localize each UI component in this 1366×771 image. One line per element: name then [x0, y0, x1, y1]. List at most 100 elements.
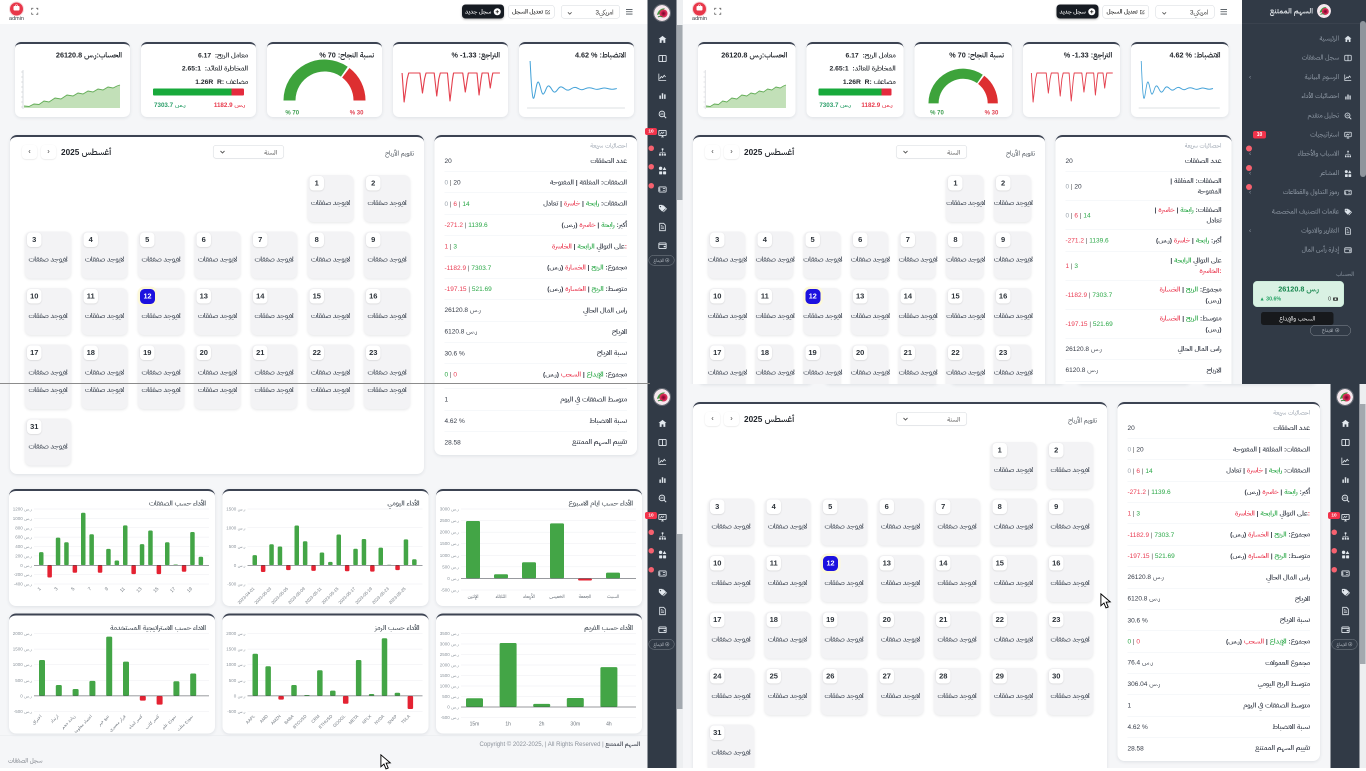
svg-text:2000 ر.س: 2000 ر.س [226, 631, 245, 636]
svg-text:زيادة حجم: زيادة حجم [60, 714, 76, 730]
svg-text:BABA: BABA [283, 714, 295, 726]
svg-text:800 ر.س: 800 ر.س [15, 525, 32, 530]
svg-text:$: $ [658, 187, 661, 192]
svg-text:-200 ر.س: -200 ر.س [14, 572, 32, 577]
svg-text:TSLA: TSLA [400, 714, 411, 725]
svg-text:3000 ر.س: 3000 ر.س [440, 642, 459, 647]
svg-text:11: 11 [119, 586, 127, 594]
svg-text:500 ر.س: 500 ر.س [229, 678, 246, 683]
svg-text:كسر كاذب: كسر كاذب [144, 714, 161, 731]
svg-text:0 ر.س: 0 ر.س [234, 563, 246, 568]
svg-text:13: 13 [135, 586, 143, 594]
svg-text:0 ر.س: 0 ر.س [447, 705, 459, 710]
svg-text:19: 19 [186, 586, 194, 594]
svg-text:1000 ر.س: 1000 ر.س [13, 516, 32, 521]
svg-text:ETHUSD: ETHUSD [318, 714, 334, 730]
svg-text:2500 ر.س: 2500 ر.س [440, 518, 459, 523]
svg-text:$: $ [1344, 191, 1346, 195]
svg-text:1: 1 [37, 586, 43, 592]
svg-text:500 ر.س: 500 ر.س [442, 564, 459, 569]
svg-text:1500 ر.س: 1500 ر.س [440, 541, 459, 546]
svg-text:5: 5 [70, 586, 76, 592]
svg-text:ارتداد: ارتداد [49, 714, 59, 724]
svg-text:$: $ [658, 571, 661, 576]
svg-text:2000 ر.س: 2000 ر.س [13, 631, 32, 636]
svg-text:1000 ر.س: 1000 ر.س [440, 553, 459, 558]
svg-text:500 ر.س: 500 ر.س [229, 544, 246, 549]
svg-text:-500 ر.س: -500 ر.س [441, 715, 459, 720]
svg-text:3500 ر.س: 3500 ر.س [440, 631, 459, 636]
svg-text:30m: 30m [570, 722, 580, 728]
svg-text:نموذج علم: نموذج علم [161, 714, 178, 731]
svg-text:1500 ر.س: 1500 ر.س [440, 673, 459, 678]
svg-text:2023-05-11: 2023-05-11 [304, 586, 323, 605]
svg-text:4h: 4h [606, 722, 612, 728]
svg-text:SNAP: SNAP [386, 714, 398, 726]
svg-text:17: 17 [169, 586, 177, 594]
svg-text:1000 ر.س: 1000 ر.س [13, 662, 32, 667]
svg-text:0 ر.س: 0 ر.س [447, 576, 459, 581]
svg-text:1500 ر.س: 1500 ر.س [226, 507, 245, 512]
svg-text:2023-05-19: 2023-05-19 [354, 586, 373, 605]
svg-text:7: 7 [87, 586, 93, 592]
svg-text:1000 ر.س: 1000 ر.س [226, 525, 245, 530]
svg-text:اختراق: اختراق [31, 714, 43, 726]
svg-text:نموذج مثلث: نموذج مثلث [176, 714, 194, 732]
svg-text:قرار مصيري: قرار مصيري [108, 714, 127, 733]
svg-text:0 ر.س: 0 ر.س [20, 693, 32, 698]
svg-text:META: META [348, 714, 360, 726]
svg-text:1500 ر.س: 1500 ر.س [13, 647, 32, 652]
svg-text:NVDA: NVDA [373, 714, 385, 726]
svg-text:1h: 1h [505, 722, 511, 728]
svg-text:تتبع خبر: تتبع خبر [96, 714, 110, 728]
svg-text:1200 ر.س: 1200 ر.س [13, 507, 32, 512]
svg-text:الأربعاء: الأربعاء [523, 593, 534, 600]
svg-text:3: 3 [53, 586, 59, 592]
svg-text:الثلاثاء: الثلاثاء [496, 594, 507, 600]
svg-text:2023-04-01: 2023-04-01 [237, 586, 256, 605]
svg-text:400 ر.س: 400 ر.س [15, 544, 32, 549]
svg-text:-500 ر.س: -500 ر.س [227, 582, 245, 587]
svg-text:0 ر.س: 0 ر.س [234, 693, 246, 698]
svg-text:2000 ر.س: 2000 ر.س [440, 530, 459, 535]
svg-text:2023-05-03: 2023-05-03 [253, 586, 272, 605]
svg-text:2023-05-23: 2023-05-23 [371, 586, 390, 605]
svg-text:2h: 2h [539, 722, 545, 728]
svg-text:السبت: السبت [607, 594, 619, 600]
svg-text:AAPL: AAPL [245, 713, 257, 725]
svg-text:2023-05-25: 2023-05-25 [388, 586, 407, 605]
svg-text:GOOGL: GOOGL [332, 713, 347, 728]
svg-text:600 ر.س: 600 ر.س [15, 535, 32, 540]
svg-text:2023-05-15: 2023-05-15 [321, 586, 340, 605]
svg-text:1000 ر.س: 1000 ر.س [440, 684, 459, 689]
svg-text:BTCUSD: BTCUSD [292, 714, 308, 730]
svg-text:AMD: AMD [259, 714, 269, 724]
svg-text:-500 ر.س: -500 ر.س [227, 709, 245, 714]
svg-text:CRM: CRM [310, 713, 321, 724]
svg-text:1000 ر.س: 1000 ر.س [226, 662, 245, 667]
svg-text:2000 ر.س: 2000 ر.س [440, 663, 459, 668]
svg-text:-400 ر.س: -400 ر.س [14, 582, 32, 587]
svg-text:2023-05-09: 2023-05-09 [287, 586, 306, 605]
svg-text:15: 15 [152, 586, 160, 594]
svg-text:2023-05-17: 2023-05-17 [337, 586, 356, 605]
svg-text:NFLX: NFLX [361, 714, 372, 725]
svg-text:1500 ر.س: 1500 ر.س [226, 647, 245, 652]
svg-text:AMZN: AMZN [270, 714, 282, 726]
svg-text:3000 ر.س: 3000 ر.س [440, 507, 459, 512]
svg-text:$: $ [1341, 571, 1344, 576]
svg-text:2023-05-05: 2023-05-05 [270, 586, 289, 605]
svg-text:-500 ر.س: -500 ر.س [441, 588, 459, 593]
svg-text:الإثنين: الإثنين [468, 594, 479, 600]
svg-text:كسر اتجاه: كسر اتجاه [127, 714, 143, 730]
svg-text:500 ر.س: 500 ر.س [15, 678, 32, 683]
svg-text:200 ر.س: 200 ر.س [15, 553, 32, 558]
svg-text:2500 ر.س: 2500 ر.س [440, 652, 459, 657]
svg-text:الخميس: الخميس [549, 594, 564, 600]
svg-text:15m: 15m [470, 722, 480, 728]
svg-text:9: 9 [104, 586, 110, 592]
svg-text:الجمعة: الجمعة [579, 594, 592, 600]
svg-text:500 ر.س: 500 ر.س [442, 694, 459, 699]
svg-text:-500 ر.س: -500 ر.س [14, 709, 32, 714]
svg-text:0 ر.س: 0 ر.س [20, 563, 32, 568]
